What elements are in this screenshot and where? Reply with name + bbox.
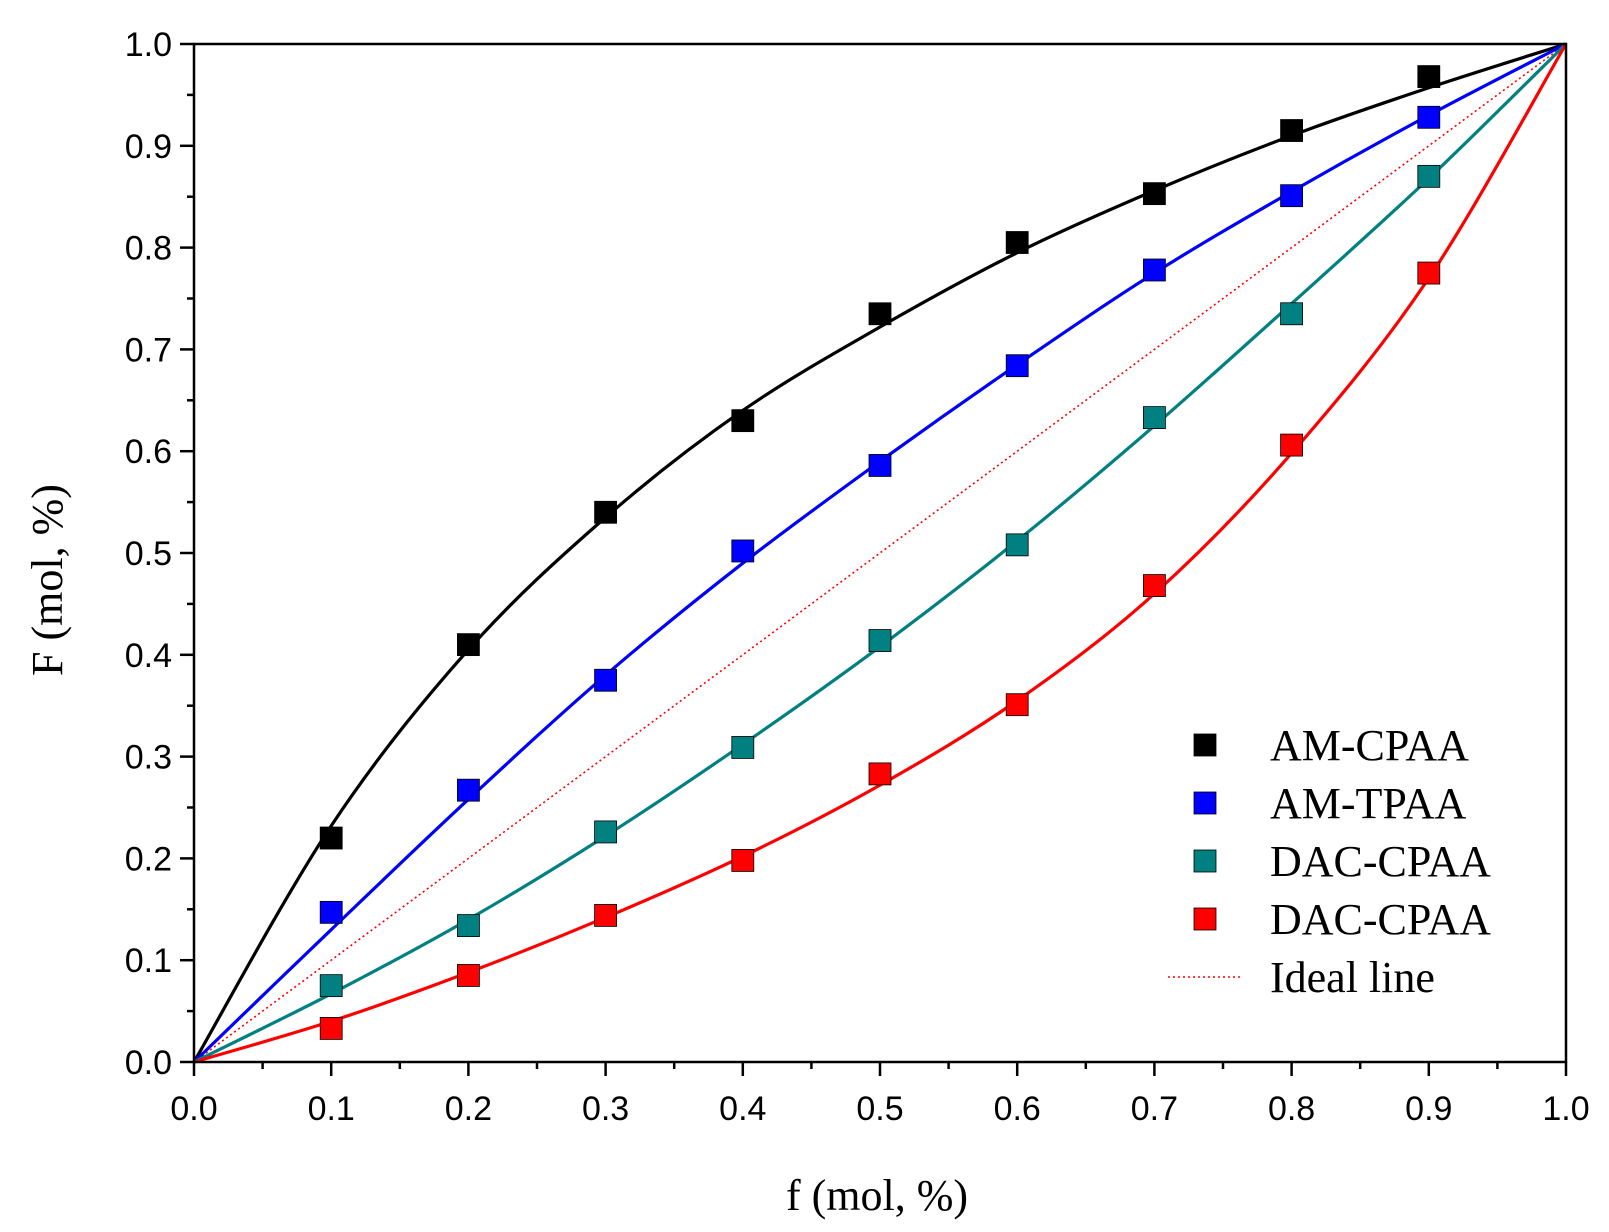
data-point-series-2 xyxy=(1417,105,1441,129)
legend-label-series-1: AM-CPAA xyxy=(1270,721,1469,770)
x-tick-label: 0.0 xyxy=(170,1090,217,1128)
data-point-series-1 xyxy=(731,409,755,433)
y-tick-label: 0.5 xyxy=(125,535,172,573)
y-tick-label: 0.0 xyxy=(125,1044,172,1082)
data-point-series-3 xyxy=(456,914,480,937)
data-point-series-1 xyxy=(594,500,617,524)
data-point-series-4 xyxy=(1280,433,1303,457)
data-point-series-3 xyxy=(594,820,617,844)
x-tick-label: 0.8 xyxy=(1268,1090,1315,1128)
legend-marker-series-3 xyxy=(1193,849,1217,873)
data-point-series-4 xyxy=(731,849,755,872)
y-tick-label: 0.6 xyxy=(125,433,172,471)
x-tick-label: 0.7 xyxy=(1131,1090,1178,1128)
x-tick-label: 0.6 xyxy=(994,1090,1041,1128)
x-axis-title: f (mol, %) xyxy=(786,1171,968,1220)
data-point-series-4 xyxy=(1143,574,1166,597)
fit-curve-series-1 xyxy=(192,42,1567,1063)
y-tick-label: 0.2 xyxy=(125,840,172,878)
axis-layer: 0.0 0.1 0.2 0.3 0.4 0.5 0.6 0.7 0.8 0.9 1.0 0.0 0.1 0… xyxy=(125,26,1590,1128)
plot-layer xyxy=(192,42,1568,1064)
legend: AM-CPAA AM-TPAA DAC-CPAA DAC-CPAA Ideal line xyxy=(1168,721,1491,1002)
data-point-series-2 xyxy=(731,539,755,563)
data-point-series-3 xyxy=(1417,164,1441,188)
legend-marker-series-4 xyxy=(1193,907,1217,931)
x-tick-label: 0.9 xyxy=(1405,1090,1452,1128)
x-tick-label: 0.3 xyxy=(582,1090,629,1128)
legend-label-series-3: DAC-CPAA xyxy=(1270,837,1491,886)
data-point-series-2 xyxy=(319,900,343,924)
data-point-series-4 xyxy=(319,1017,343,1040)
y-tick-label: 0.3 xyxy=(125,739,172,777)
y-axis-title: F (mol, %) xyxy=(23,484,72,676)
legend-marker-series-2 xyxy=(1193,791,1217,815)
x-tick-label: 0.4 xyxy=(719,1090,766,1128)
y-tick-label: 1.0 xyxy=(125,26,172,64)
data-point-series-4 xyxy=(1005,693,1029,717)
y-tick-label: 0.8 xyxy=(125,230,172,268)
data-point-series-4 xyxy=(868,762,892,786)
data-point-series-1 xyxy=(456,633,480,657)
data-point-series-2 xyxy=(1143,258,1166,282)
data-point-series-4 xyxy=(456,964,480,987)
fit-curve-series-4 xyxy=(193,43,1568,1064)
x-tick-label: 0.5 xyxy=(856,1090,903,1128)
data-point-series-2 xyxy=(594,668,617,692)
y-tick-label: 0.9 xyxy=(125,128,172,166)
legend-label-ideal-line: Ideal line xyxy=(1270,953,1435,1002)
legend-label-series-4: DAC-CPAA xyxy=(1270,895,1491,944)
data-point-series-4 xyxy=(594,904,617,927)
data-point-series-3 xyxy=(731,736,755,759)
fit-curve-series-3 xyxy=(193,42,1568,1064)
data-point-series-1 xyxy=(1417,65,1441,88)
y-tick-label: 0.4 xyxy=(125,637,172,675)
data-point-series-3 xyxy=(868,629,892,652)
data-point-series-2 xyxy=(1005,354,1029,378)
data-point-series-3 xyxy=(1280,302,1303,326)
data-point-series-3 xyxy=(1143,406,1166,430)
data-point-series-3 xyxy=(1005,533,1029,557)
data-point-series-2 xyxy=(868,454,892,477)
data-point-series-1 xyxy=(868,302,892,326)
data-point-series-1 xyxy=(1280,119,1303,142)
legend-marker-series-1 xyxy=(1193,733,1217,757)
data-point-series-1 xyxy=(1005,231,1029,254)
y-tick-label: 0.7 xyxy=(125,331,172,369)
data-point-series-1 xyxy=(1143,182,1166,206)
data-point-series-2 xyxy=(456,778,480,802)
legend-label-series-2: AM-TPAA xyxy=(1270,779,1467,828)
data-point-series-2 xyxy=(1280,184,1303,208)
x-tick-label: 0.2 xyxy=(445,1090,492,1128)
x-tick-label: 1.0 xyxy=(1542,1090,1589,1128)
data-point-series-4 xyxy=(1417,261,1441,285)
data-point-series-3 xyxy=(319,974,343,998)
fit-curve-series-2 xyxy=(192,42,1567,1064)
x-tick-label: 0.1 xyxy=(308,1090,355,1128)
data-point-series-1 xyxy=(319,826,343,850)
y-tick-label: 0.1 xyxy=(125,942,172,980)
